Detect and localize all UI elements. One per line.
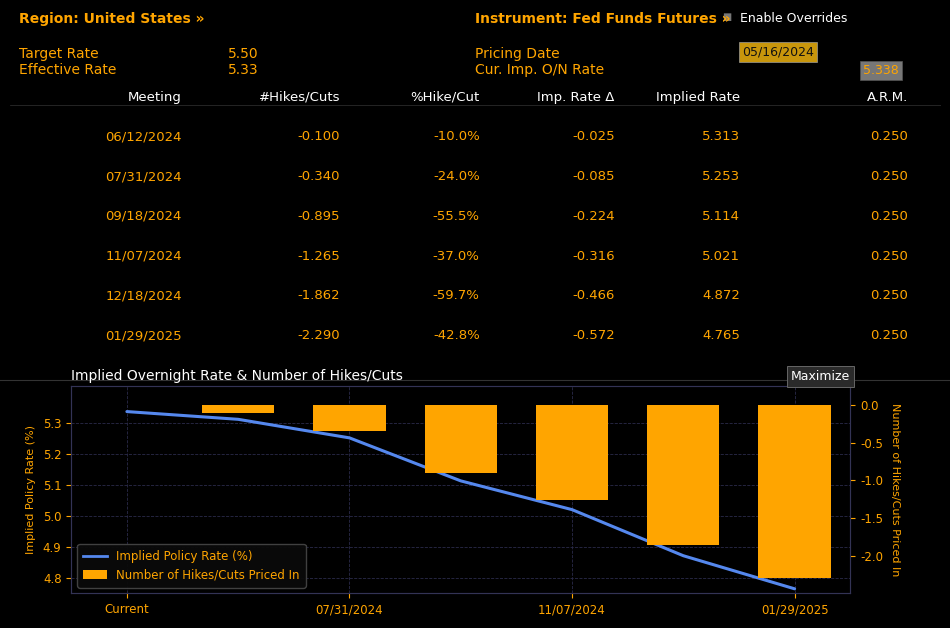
- Text: -0.224: -0.224: [572, 210, 615, 223]
- Text: -59.7%: -59.7%: [433, 290, 480, 303]
- Text: A.R.M.: A.R.M.: [866, 90, 908, 104]
- Text: ■: ■: [722, 12, 731, 22]
- Text: -0.572: -0.572: [572, 329, 615, 342]
- Bar: [202, 405, 275, 413]
- Text: Cur. Imp. O/N Rate: Cur. Imp. O/N Rate: [475, 63, 604, 77]
- Text: 5.021: 5.021: [702, 250, 740, 263]
- Text: 05/16/2024: 05/16/2024: [742, 45, 813, 58]
- Text: Meeting: Meeting: [128, 90, 181, 104]
- Text: 0.250: 0.250: [870, 290, 908, 303]
- Text: 0.250: 0.250: [870, 329, 908, 342]
- Text: 01/29/2025: 01/29/2025: [105, 329, 181, 342]
- Text: -1.862: -1.862: [297, 290, 340, 303]
- Text: 5.338: 5.338: [863, 64, 899, 77]
- Text: -10.0%: -10.0%: [433, 131, 480, 143]
- Text: -0.895: -0.895: [297, 210, 340, 223]
- Y-axis label: Number of Hikes/Cuts Priced In: Number of Hikes/Cuts Priced In: [889, 403, 900, 577]
- Legend: Implied Policy Rate (%), Number of Hikes/Cuts Priced In: Implied Policy Rate (%), Number of Hikes…: [77, 544, 306, 588]
- Text: Imp. Rate Δ: Imp. Rate Δ: [538, 90, 615, 104]
- Text: 5.253: 5.253: [702, 170, 740, 183]
- Text: Maximize: Maximize: [791, 370, 850, 383]
- Text: 11/07/2024: 11/07/2024: [105, 250, 181, 263]
- Text: Pricing Date: Pricing Date: [475, 47, 560, 61]
- Bar: [647, 405, 719, 545]
- Text: -0.340: -0.340: [297, 170, 340, 183]
- Text: 12/18/2024: 12/18/2024: [105, 290, 181, 303]
- Text: -37.0%: -37.0%: [433, 250, 480, 263]
- Text: -1.265: -1.265: [297, 250, 340, 263]
- Text: -24.0%: -24.0%: [433, 170, 480, 183]
- Bar: [425, 405, 497, 472]
- Bar: [758, 405, 830, 578]
- Text: -42.8%: -42.8%: [433, 329, 480, 342]
- Text: Implied Rate: Implied Rate: [656, 90, 740, 104]
- Text: -2.290: -2.290: [297, 329, 340, 342]
- Text: Region: United States »: Region: United States »: [19, 12, 204, 26]
- Text: #Hikes/Cuts: #Hikes/Cuts: [258, 90, 340, 104]
- Text: 0.250: 0.250: [870, 170, 908, 183]
- Bar: [536, 405, 608, 501]
- Text: Target Rate: Target Rate: [19, 47, 99, 61]
- Text: -0.025: -0.025: [572, 131, 615, 143]
- Text: 4.765: 4.765: [702, 329, 740, 342]
- Text: 0.250: 0.250: [870, 210, 908, 223]
- Bar: [314, 405, 386, 431]
- Text: Effective Rate: Effective Rate: [19, 63, 116, 77]
- Text: Enable Overrides: Enable Overrides: [740, 12, 847, 24]
- Text: 5.50: 5.50: [228, 47, 259, 61]
- Text: 5.313: 5.313: [702, 131, 740, 143]
- Text: 06/12/2024: 06/12/2024: [105, 131, 181, 143]
- Text: -0.466: -0.466: [572, 290, 615, 303]
- Text: Implied Overnight Rate & Number of Hikes/Cuts: Implied Overnight Rate & Number of Hikes…: [71, 369, 403, 383]
- Text: 4.872: 4.872: [702, 290, 740, 303]
- Text: -0.100: -0.100: [297, 131, 340, 143]
- Text: -55.5%: -55.5%: [432, 210, 480, 223]
- Text: 5.114: 5.114: [702, 210, 740, 223]
- Y-axis label: Implied Policy Rate (%): Implied Policy Rate (%): [26, 425, 36, 555]
- Text: -0.316: -0.316: [572, 250, 615, 263]
- Text: %Hike/Cut: %Hike/Cut: [410, 90, 480, 104]
- Text: 07/31/2024: 07/31/2024: [105, 170, 181, 183]
- Text: 0.250: 0.250: [870, 131, 908, 143]
- Text: 09/18/2024: 09/18/2024: [105, 210, 181, 223]
- Text: -0.085: -0.085: [572, 170, 615, 183]
- Text: Instrument: Fed Funds Futures »: Instrument: Fed Funds Futures »: [475, 12, 731, 26]
- Text: 5.33: 5.33: [228, 63, 259, 77]
- Text: 0.250: 0.250: [870, 250, 908, 263]
